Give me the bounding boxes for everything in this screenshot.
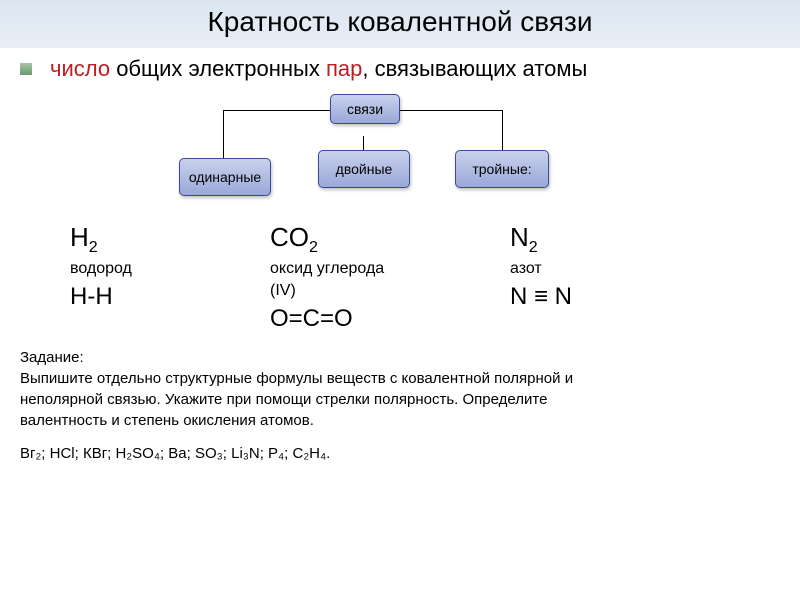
node-left-label: одинарные	[189, 169, 261, 185]
example-n2: N2 азот N ≡ N	[510, 222, 650, 333]
task-line-3: валентность и степень окисления атомов.	[20, 410, 780, 431]
subtitle-row: число общих электронных пар, связывающих…	[0, 48, 800, 82]
bullet-icon	[20, 63, 32, 75]
co2-formula-sub: 2	[309, 239, 318, 256]
example-co2: CO2 оксид углерода (IV) O=C=O	[270, 222, 450, 333]
h2-formula-main: H	[70, 222, 89, 252]
subtitle-word-1: число	[50, 56, 110, 81]
n2-structural: N ≡ N	[510, 283, 650, 311]
subtitle-word-2: общих электронных	[110, 56, 326, 81]
examples-row: H2 водород H-H CO2 оксид углерода (IV) O…	[0, 218, 800, 333]
bond-diagram: связи одинарные двойные тройные:	[0, 88, 800, 218]
node-mid: двойные	[318, 150, 410, 188]
co2-formula-main: CO	[270, 222, 309, 252]
task-block: Задание: Выпишите отдельно структурные ф…	[0, 333, 800, 431]
example-h2: H2 водород H-H	[70, 222, 210, 333]
h2-structural: H-H	[70, 283, 210, 311]
task-line-1: Выпишите отдельно структурные формулы ве…	[20, 368, 780, 389]
page-title: Кратность ковалентной связи	[0, 6, 800, 38]
n2-formula-main: N	[510, 222, 529, 252]
node-right-label: тройные:	[472, 161, 531, 177]
task-heading: Задание:	[20, 347, 780, 368]
co2-name-1: оксид углерода	[270, 259, 450, 279]
node-left: одинарные	[179, 158, 271, 196]
h2-formula-sub: 2	[89, 239, 98, 256]
node-right: тройные:	[455, 150, 549, 188]
h2-name: водород	[70, 259, 210, 279]
node-mid-label: двойные	[336, 161, 393, 177]
n2-formula: N2	[510, 222, 650, 257]
subtitle-word-4: , связывающих атомы	[362, 56, 587, 81]
task-formulas: Вг₂; HCl; КВг; H₂SO₄; Ba; SO₃; Li₃N; P₄;…	[0, 431, 800, 462]
node-root: связи	[330, 94, 400, 124]
node-root-label: связи	[347, 101, 383, 117]
n2-name: азот	[510, 259, 650, 279]
title-band: Кратность ковалентной связи	[0, 0, 800, 48]
co2-structural: O=C=O	[270, 305, 450, 333]
co2-name-2: (IV)	[270, 281, 450, 301]
n2-formula-sub: 2	[529, 239, 538, 256]
task-line-2: неполярной связью. Укажите при помощи ст…	[20, 389, 780, 410]
subtitle-word-3: пар	[326, 56, 362, 81]
h2-formula: H2	[70, 222, 210, 257]
subtitle: число общих электронных пар, связывающих…	[50, 56, 587, 82]
co2-formula: CO2	[270, 222, 450, 257]
